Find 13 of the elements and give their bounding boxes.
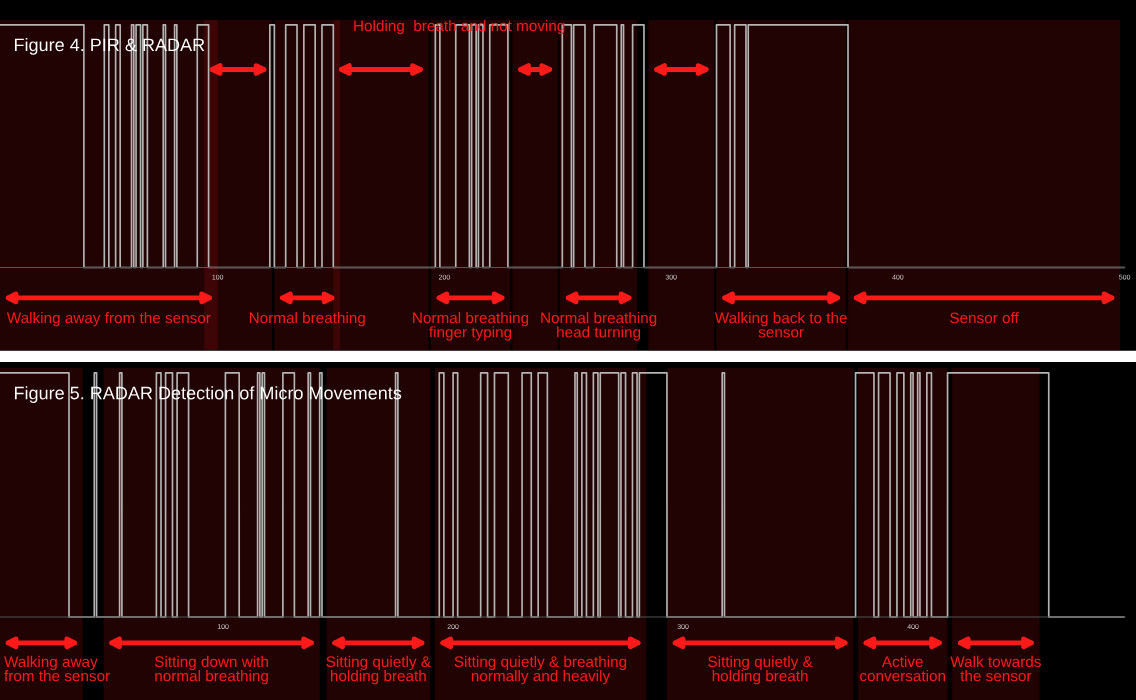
band-label: Active conversation bbox=[860, 655, 946, 682]
band-label: Normal breathing head turning bbox=[541, 312, 657, 341]
band-label: Sitting quietly & holding breath bbox=[326, 655, 431, 685]
band-label: Normal breathing bbox=[249, 312, 365, 327]
band-label: Sitting quietly & breathing normally and heavily bbox=[454, 655, 627, 685]
band-label: Walk towards the sensor bbox=[950, 655, 1041, 682]
band-label: Walking back to the sensor bbox=[714, 312, 847, 338]
band-label: Sitting down with normal breathing bbox=[154, 655, 268, 685]
band-label: Sitting quietly & holding breath bbox=[708, 655, 813, 685]
band-label: Normal breathing finger typing bbox=[413, 312, 529, 341]
band-label: Walking away from the sensor bbox=[4, 655, 110, 682]
band-label: Sensor off bbox=[950, 312, 1019, 324]
band-label: Walking away from the sensor bbox=[6, 312, 211, 327]
